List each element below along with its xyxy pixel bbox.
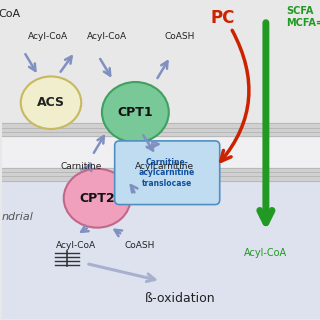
- Text: MCFA=: MCFA=: [287, 18, 320, 28]
- Text: CPT2: CPT2: [79, 192, 115, 205]
- Bar: [2, 136, 320, 168]
- Text: PC: PC: [211, 9, 235, 27]
- Text: Acyl-CoA: Acyl-CoA: [56, 241, 97, 250]
- FancyBboxPatch shape: [115, 141, 220, 204]
- Text: Acylcarnitine: Acylcarnitine: [134, 162, 194, 171]
- Text: Carnitine-
acylcarnitine
translocase: Carnitine- acylcarnitine translocase: [139, 158, 195, 188]
- Text: Acyl-CoA: Acyl-CoA: [87, 32, 127, 41]
- Text: CPT1: CPT1: [117, 106, 153, 119]
- Text: Acyl-CoA: Acyl-CoA: [244, 248, 287, 258]
- Text: ACS: ACS: [37, 96, 65, 109]
- Text: CoASH: CoASH: [165, 32, 195, 41]
- Text: Carnitine: Carnitine: [60, 162, 102, 171]
- Ellipse shape: [102, 82, 169, 142]
- Ellipse shape: [21, 76, 81, 129]
- Bar: [2, 168, 320, 181]
- Text: CoA: CoA: [0, 9, 20, 19]
- Text: SCFA: SCFA: [287, 6, 314, 16]
- Bar: [2, 1, 320, 124]
- Text: ndrial: ndrial: [2, 212, 34, 222]
- Bar: [2, 124, 320, 136]
- Ellipse shape: [64, 169, 131, 228]
- Text: Acyl-CoA: Acyl-CoA: [28, 32, 68, 41]
- Text: CoASH: CoASH: [125, 241, 155, 250]
- Text: ß-oxidation: ß-oxidation: [145, 292, 215, 305]
- Bar: [2, 181, 320, 319]
